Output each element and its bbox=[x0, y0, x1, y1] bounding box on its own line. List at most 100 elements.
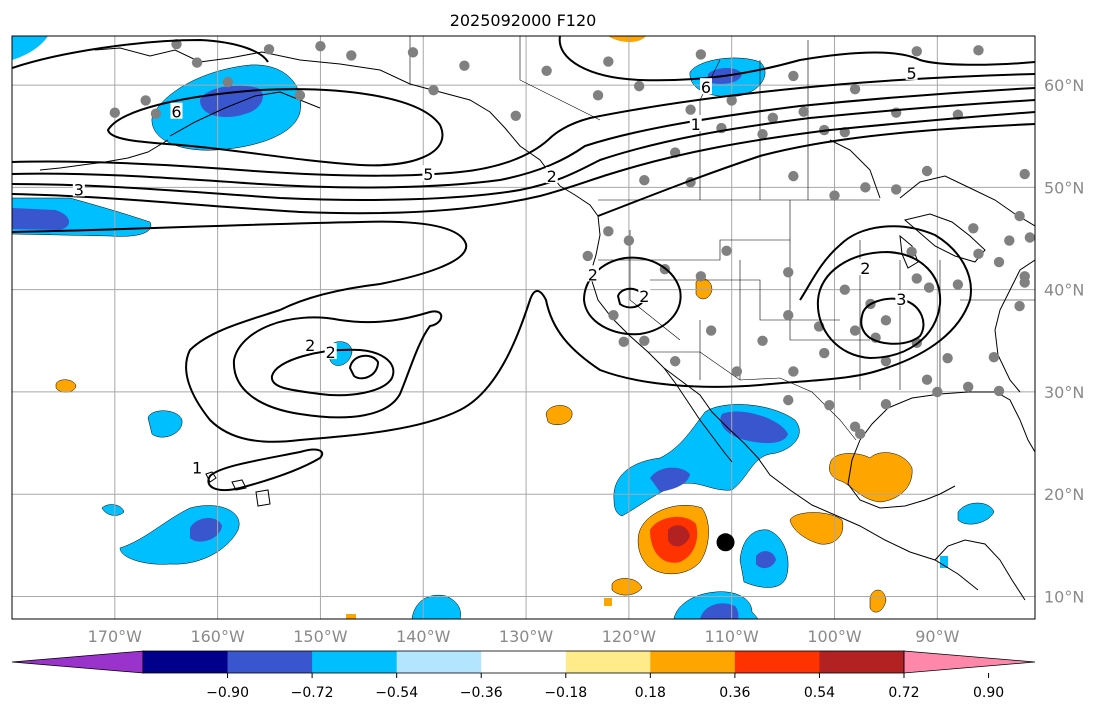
station-dot bbox=[639, 335, 650, 346]
contour-line bbox=[185, 225, 972, 443]
contour-lines bbox=[12, 36, 1035, 492]
contour-line bbox=[232, 310, 443, 419]
station-dot bbox=[109, 107, 121, 118]
negative-anomaly-area bbox=[147, 410, 183, 438]
longitude-labels: 170°W 160°W 150°W 140°W 130°W 120°W 110°W 100°W… bbox=[88, 627, 960, 646]
coastline bbox=[994, 259, 1035, 393]
colorbar-frame bbox=[142, 650, 905, 674]
colorbar-tick-label: −0.90 bbox=[206, 685, 249, 701]
colorbar-segment bbox=[312, 651, 398, 673]
coastline bbox=[829, 139, 881, 199]
contour-label: 6 bbox=[701, 78, 711, 97]
station-dot bbox=[783, 310, 794, 321]
contour-label-gap bbox=[699, 78, 712, 95]
contour-label: 2 bbox=[639, 287, 649, 306]
contour-line bbox=[582, 256, 682, 336]
station-dot bbox=[849, 325, 861, 336]
station-dot bbox=[906, 246, 917, 258]
positive-anomaly-area bbox=[869, 589, 887, 613]
station-dot bbox=[783, 267, 794, 278]
station-dot bbox=[315, 41, 326, 52]
longitude-label: 120°W bbox=[602, 627, 657, 646]
plot-title: 2025092000 F120 bbox=[450, 11, 597, 30]
station-dot bbox=[880, 315, 892, 326]
station-dot bbox=[788, 366, 799, 377]
latitude-label: 20°N bbox=[1044, 485, 1084, 504]
station-dot bbox=[1014, 300, 1025, 312]
negative-anomaly-area bbox=[12, 36, 48, 60]
contour-label-gap bbox=[905, 63, 918, 80]
positive-anomaly-area bbox=[604, 598, 612, 606]
political-borders bbox=[409, 36, 1035, 441]
station-dot bbox=[705, 325, 717, 336]
positive-anomaly-area bbox=[608, 36, 646, 42]
station-dot bbox=[798, 106, 809, 117]
station-dot bbox=[993, 256, 1005, 268]
station-dot bbox=[618, 336, 629, 348]
station-dot bbox=[582, 250, 593, 262]
contour-line bbox=[12, 73, 1035, 177]
colorbar-tick-label: 0.18 bbox=[635, 685, 666, 701]
latitude-labels: 10°N 20°N 30°N 40°N 50°N 60°N bbox=[1044, 76, 1084, 606]
coastline bbox=[94, 47, 561, 187]
contour-label-gap bbox=[689, 114, 702, 131]
station-dot bbox=[685, 104, 696, 115]
contour-label: 3 bbox=[74, 180, 84, 199]
strong-negative-anomaly-area bbox=[190, 517, 222, 542]
station-dot bbox=[633, 80, 645, 92]
colorbar-tick-label: 0.72 bbox=[888, 685, 919, 701]
negative-anomaly-area bbox=[940, 556, 948, 568]
contour-label: 5 bbox=[423, 165, 433, 184]
colorbar-tick-label: −0.36 bbox=[460, 685, 503, 701]
contour-label-gap bbox=[638, 286, 651, 303]
state-border bbox=[629, 230, 681, 341]
coastline bbox=[934, 539, 1026, 601]
contour-label-gap bbox=[895, 289, 908, 306]
lake-shore bbox=[899, 234, 919, 269]
contour-label: 5 bbox=[907, 64, 917, 83]
station-dot bbox=[757, 335, 768, 346]
anomaly-shading bbox=[12, 36, 995, 619]
station-dot bbox=[726, 95, 737, 106]
station-dot bbox=[623, 235, 635, 246]
strong-negative-anomaly-area bbox=[650, 467, 690, 492]
station-dot bbox=[923, 282, 935, 293]
station-dot bbox=[695, 271, 707, 282]
contour-label: 2 bbox=[326, 343, 336, 362]
contour-label-gap bbox=[304, 335, 317, 352]
contour-label-gap bbox=[324, 343, 337, 360]
contour-label-gap bbox=[72, 180, 85, 197]
coastline bbox=[663, 367, 733, 463]
station-dot bbox=[891, 184, 902, 195]
colorbar-segment bbox=[143, 651, 229, 673]
station-dot bbox=[911, 273, 922, 284]
strong-negative-anomaly-area bbox=[720, 411, 788, 444]
latitude-label: 60°N bbox=[1044, 76, 1084, 95]
contour-line bbox=[12, 38, 269, 69]
colorbar-tick-label: 0.36 bbox=[719, 685, 750, 701]
positive-anomaly-area bbox=[695, 278, 713, 300]
station-dot bbox=[767, 112, 779, 124]
island bbox=[255, 489, 271, 507]
station-dot bbox=[783, 394, 794, 406]
contour-label: 2 bbox=[860, 259, 870, 278]
latitude-label: 30°N bbox=[1044, 383, 1084, 402]
colorbar-tick-label: −0.72 bbox=[291, 685, 334, 701]
station-dot bbox=[829, 190, 840, 201]
positive-anomaly-area bbox=[789, 512, 844, 545]
station-dot bbox=[1019, 277, 1030, 288]
station-dot bbox=[1004, 235, 1015, 246]
station-dot bbox=[921, 165, 933, 177]
positive-anomaly-area bbox=[611, 578, 643, 596]
colorbar-tick-label: 0.90 bbox=[973, 685, 1004, 701]
station-dot bbox=[1014, 210, 1025, 222]
contour-line bbox=[270, 348, 395, 397]
longitude-label: 150°W bbox=[293, 627, 348, 646]
colorbar: −0.90 −0.72 −0.54 −0.36 −0.18 0.18 0.36 0.54 0.7… bbox=[11, 650, 1036, 701]
station-dot bbox=[849, 421, 861, 432]
station-dot bbox=[788, 170, 799, 182]
positive-anomaly-area bbox=[55, 379, 77, 393]
colorbar-tick-label: 0.54 bbox=[804, 685, 835, 701]
